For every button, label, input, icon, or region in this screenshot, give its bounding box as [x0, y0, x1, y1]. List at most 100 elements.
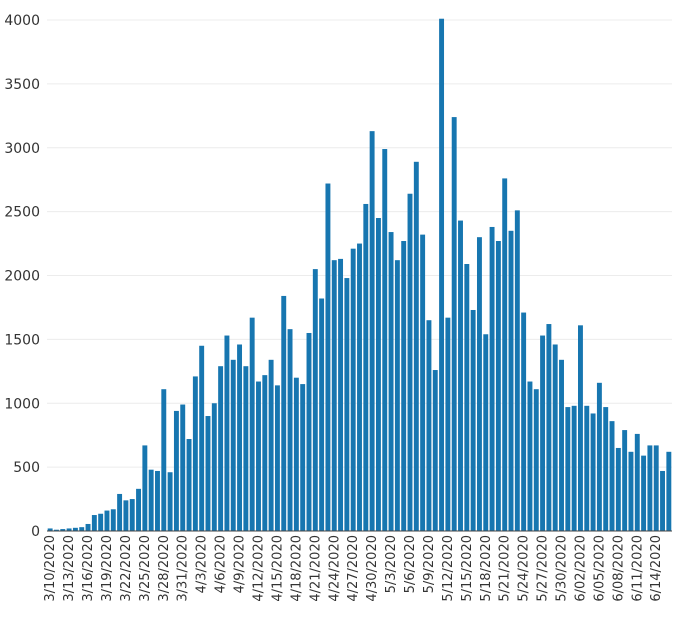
- x-tick-label: 3/13/2020: [62, 535, 77, 602]
- bar: [161, 389, 167, 531]
- bar: [66, 528, 72, 531]
- bar: [104, 510, 110, 531]
- bar: [281, 295, 287, 531]
- bar: [79, 527, 85, 531]
- bar: [344, 278, 350, 531]
- bar: [439, 18, 445, 532]
- x-tick-label: 5/30/2020: [555, 535, 570, 602]
- y-tick-label: 1500: [4, 332, 40, 348]
- bar: [578, 325, 583, 531]
- bar: [287, 329, 293, 531]
- bar: [350, 248, 356, 532]
- x-tick-label: 4/12/2020: [251, 535, 266, 602]
- bar: [653, 445, 659, 531]
- x-tick-label: 4/27/2020: [346, 535, 361, 602]
- x-tick-label: 4/21/2020: [308, 535, 323, 602]
- bar: [382, 149, 388, 531]
- x-tick-label: 5/12/2020: [441, 535, 456, 602]
- x-tick-label: 5/3/2020: [384, 535, 399, 593]
- bar: [300, 384, 306, 531]
- bar: [394, 260, 400, 531]
- bar: [211, 403, 217, 531]
- y-tick-label: 3000: [4, 141, 40, 157]
- bar: [180, 404, 186, 531]
- x-tick-label: 6/08/2020: [611, 535, 626, 602]
- bar: [60, 529, 66, 531]
- x-tick-label: 5/18/2020: [479, 535, 494, 602]
- x-tick-label: 4/9/2020: [233, 535, 248, 593]
- bar: [325, 183, 331, 531]
- bar: [634, 433, 640, 531]
- x-tick-label: 5/21/2020: [498, 535, 513, 602]
- x-tick-label: 4/3/2020: [195, 535, 210, 593]
- bar: [458, 220, 463, 531]
- bar: [167, 472, 173, 531]
- bar: [401, 241, 407, 531]
- bar: [615, 447, 621, 531]
- bar: [508, 230, 514, 532]
- bar: [192, 376, 198, 531]
- bar: [464, 264, 470, 531]
- bar: [338, 258, 344, 531]
- x-tick-label: 3/22/2020: [119, 535, 134, 602]
- y-tick-label: 4000: [4, 13, 40, 29]
- bar: [540, 335, 546, 531]
- bar: [609, 421, 615, 531]
- y-tick-label: 2500: [4, 205, 40, 221]
- bar: [369, 131, 375, 531]
- bar: [596, 382, 602, 531]
- bar: [590, 413, 596, 531]
- bar: [293, 377, 299, 531]
- x-tick-label: 4/24/2020: [327, 535, 342, 602]
- bar: [420, 234, 426, 531]
- x-tick-label: 5/15/2020: [460, 535, 475, 602]
- bar: [527, 381, 533, 531]
- bar: [375, 218, 381, 531]
- bar: [199, 345, 205, 531]
- x-tick-label: 4/6/2020: [214, 535, 229, 593]
- bar: [565, 407, 571, 531]
- bar: [91, 515, 97, 531]
- bar: [483, 334, 489, 531]
- bar: [445, 317, 451, 531]
- bar: [85, 523, 91, 531]
- bar: [533, 389, 539, 531]
- x-tick-label: 5/9/2020: [422, 535, 437, 593]
- y-tick-label: 2000: [4, 269, 40, 285]
- x-tick-label: 3/25/2020: [138, 535, 153, 602]
- x-tick-label: 6/14/2020: [649, 535, 664, 602]
- x-tick-label: 3/10/2020: [43, 535, 58, 602]
- x-tick-label: 4/30/2020: [365, 535, 380, 602]
- bar: [129, 499, 135, 531]
- bar: [155, 470, 160, 531]
- bar: [54, 529, 59, 531]
- x-tick-label: 6/05/2020: [592, 535, 607, 602]
- bar: [218, 366, 224, 531]
- y-axis-ticks: 0 500 1000 1500 2000 2500 3000 3500 4000: [4, 13, 40, 540]
- x-tick-label: 4/15/2020: [270, 535, 285, 602]
- bar: [647, 445, 653, 531]
- bar: [502, 178, 508, 531]
- bar: [470, 309, 476, 531]
- bar: [559, 359, 564, 531]
- x-axis-ticks: 3/10/2020 3/13/2020 3/16/2020 3/19/2020 3/22…: [43, 535, 664, 602]
- x-tick-label: 3/28/2020: [157, 535, 172, 602]
- bar: [413, 161, 419, 532]
- x-tick-label: 3/31/2020: [176, 535, 191, 602]
- bar: [660, 470, 665, 531]
- x-tick-label: 5/24/2020: [517, 535, 532, 602]
- bar: [363, 203, 369, 531]
- bar: [224, 335, 230, 531]
- bar: [432, 370, 438, 531]
- bar: [205, 416, 211, 531]
- bar: [268, 359, 274, 531]
- bar: [603, 407, 609, 531]
- bar: [148, 469, 154, 531]
- bar: [142, 445, 148, 531]
- bar: [514, 210, 520, 531]
- bars: [47, 18, 672, 532]
- bar: [546, 324, 552, 531]
- y-tick-label: 3500: [4, 77, 40, 93]
- bar: [319, 298, 325, 531]
